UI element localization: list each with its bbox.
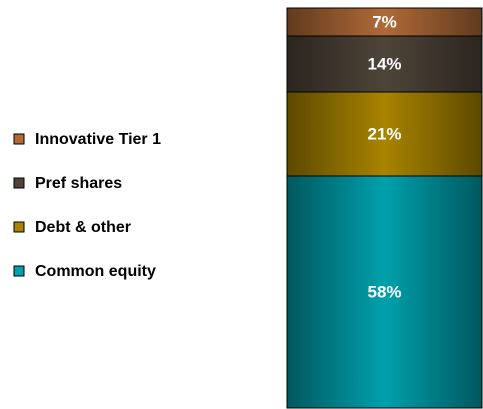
legend-marker [13, 221, 25, 233]
segment-shade [286, 175, 483, 409]
legend-marker [13, 265, 25, 277]
segment-shade [286, 35, 483, 93]
segment-shade [286, 91, 483, 177]
value-label: 14% [367, 54, 401, 73]
legend-label: Innovative Tier 1 [35, 131, 161, 148]
segment-shade [286, 7, 483, 37]
legend-label: Debt & other [35, 219, 131, 236]
legend-marker [13, 177, 25, 189]
value-label: 21% [367, 124, 401, 143]
legend-label: Pref shares [35, 175, 122, 192]
value-label: 7% [372, 12, 397, 31]
value-label: 58% [367, 282, 401, 301]
legend-label: Common equity [35, 263, 156, 280]
legend-marker [13, 133, 25, 145]
